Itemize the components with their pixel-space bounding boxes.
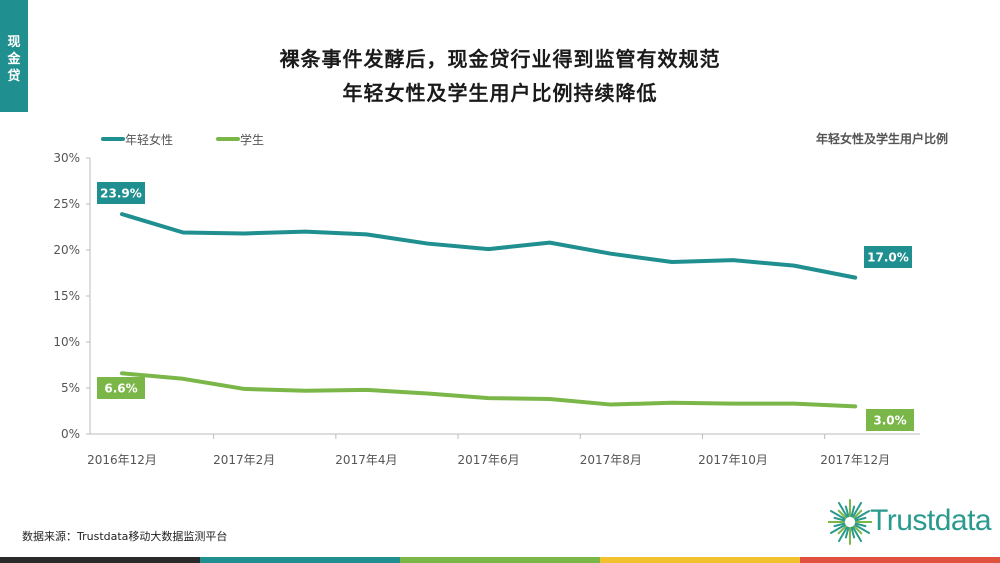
data-point bbox=[854, 405, 856, 407]
data-point bbox=[304, 231, 306, 233]
data-point bbox=[671, 402, 673, 404]
data-point bbox=[549, 242, 551, 244]
data-point bbox=[243, 388, 245, 390]
logo-text: Trustdata bbox=[870, 504, 992, 537]
section-tab-char: 金 bbox=[7, 52, 21, 67]
section-tab-char: 现 bbox=[7, 35, 21, 50]
logo-ray bbox=[833, 522, 846, 528]
chart-note: 年轻女性及学生用户比例 bbox=[815, 132, 948, 146]
data-point bbox=[793, 265, 795, 267]
series-line bbox=[120, 371, 858, 409]
x-tick-label: 2017年10月 bbox=[698, 453, 768, 467]
data-label-end: 17.0% bbox=[867, 251, 909, 265]
x-tick-label: 2017年8月 bbox=[580, 453, 642, 467]
data-point bbox=[732, 403, 734, 405]
logo-ray bbox=[837, 525, 847, 535]
logo-ray bbox=[853, 525, 863, 535]
bottom-color-bar bbox=[0, 557, 1000, 563]
logo-ray bbox=[854, 522, 867, 528]
bottom-bar-segment bbox=[400, 557, 600, 563]
data-point bbox=[610, 253, 612, 255]
logo-ray bbox=[838, 501, 848, 518]
data-point bbox=[793, 403, 795, 405]
starburst-logo-icon bbox=[828, 499, 872, 545]
section-tab-char: 贷 bbox=[7, 69, 21, 84]
bottom-bar-segment bbox=[0, 557, 200, 563]
data-point bbox=[427, 243, 428, 245]
trustdata-logo: Trustdata bbox=[828, 496, 993, 548]
logo-ray bbox=[829, 510, 846, 520]
x-tick-label: 2017年4月 bbox=[335, 453, 397, 467]
x-tick-label: 2017年6月 bbox=[458, 453, 520, 467]
logo-ray bbox=[837, 509, 847, 519]
logo-ray bbox=[854, 510, 871, 520]
logo-ray bbox=[829, 524, 846, 534]
data-point bbox=[732, 259, 734, 261]
data-point bbox=[854, 277, 856, 279]
bottom-bar-segment bbox=[200, 557, 400, 563]
logo-ray bbox=[854, 516, 867, 522]
data-label-start-box bbox=[97, 377, 145, 399]
data-label-start: 23.9% bbox=[100, 187, 142, 201]
series-line bbox=[120, 212, 858, 280]
logo-ray bbox=[852, 526, 862, 543]
data-point bbox=[365, 389, 367, 391]
data-label-end: 3.0% bbox=[873, 414, 906, 428]
bottom-bar-segment bbox=[600, 557, 800, 563]
bottom-bar-segment bbox=[800, 557, 1000, 563]
data-label-end-box bbox=[864, 246, 912, 268]
logo-ray bbox=[854, 524, 871, 534]
y-tick-label: 15% bbox=[53, 289, 80, 303]
data-point bbox=[488, 248, 490, 250]
data-source: 数据来源：Trustdata移动大数据监测平台 bbox=[22, 530, 228, 543]
logo-ray bbox=[844, 526, 850, 539]
logo-ray bbox=[850, 505, 856, 518]
y-tick-label: 25% bbox=[53, 197, 80, 211]
data-point bbox=[121, 213, 123, 215]
data-point bbox=[671, 261, 673, 263]
x-tick-label: 2017年12月 bbox=[820, 453, 890, 467]
data-point bbox=[121, 372, 123, 374]
data-label-start: 6.6% bbox=[104, 382, 137, 396]
logo-ray bbox=[850, 526, 856, 539]
data-point bbox=[182, 378, 184, 380]
y-tick-label: 0% bbox=[61, 427, 80, 441]
legend-label: 年轻女性 bbox=[125, 132, 173, 147]
legend-label: 学生 bbox=[240, 132, 264, 147]
data-point bbox=[549, 398, 551, 400]
line-chart: 0% 5% 10% 15% 20% 25% 30% 2016年12月 2017年2月 2017年4… bbox=[53, 132, 920, 467]
page-title-line1: 裸条事件发酵后，现金贷行业得到监管有效规范 bbox=[279, 47, 721, 71]
data-point bbox=[427, 393, 428, 395]
logo-ray bbox=[838, 526, 848, 543]
logo-ray bbox=[844, 505, 850, 518]
logo-ray bbox=[833, 516, 846, 522]
data-label-start-box bbox=[97, 182, 145, 204]
data-point bbox=[243, 232, 245, 234]
y-tick-label: 10% bbox=[53, 335, 80, 349]
data-point bbox=[365, 233, 367, 235]
logo-ray bbox=[853, 509, 863, 519]
page-title-line2: 年轻女性及学生用户比例持续降低 bbox=[342, 81, 658, 105]
logo-ray bbox=[852, 501, 862, 518]
x-tick-label: 2017年2月 bbox=[213, 453, 275, 467]
data-point bbox=[182, 232, 184, 234]
data-label-end-box bbox=[866, 409, 914, 431]
x-tick-label: 2016年12月 bbox=[87, 453, 157, 467]
data-point bbox=[610, 404, 612, 406]
data-point bbox=[488, 397, 490, 399]
y-tick-label: 5% bbox=[61, 381, 80, 395]
section-tab: 现 金 贷 bbox=[0, 0, 28, 112]
y-tick-label: 30% bbox=[53, 151, 80, 165]
y-tick-label: 20% bbox=[53, 243, 80, 257]
data-point bbox=[304, 390, 306, 392]
